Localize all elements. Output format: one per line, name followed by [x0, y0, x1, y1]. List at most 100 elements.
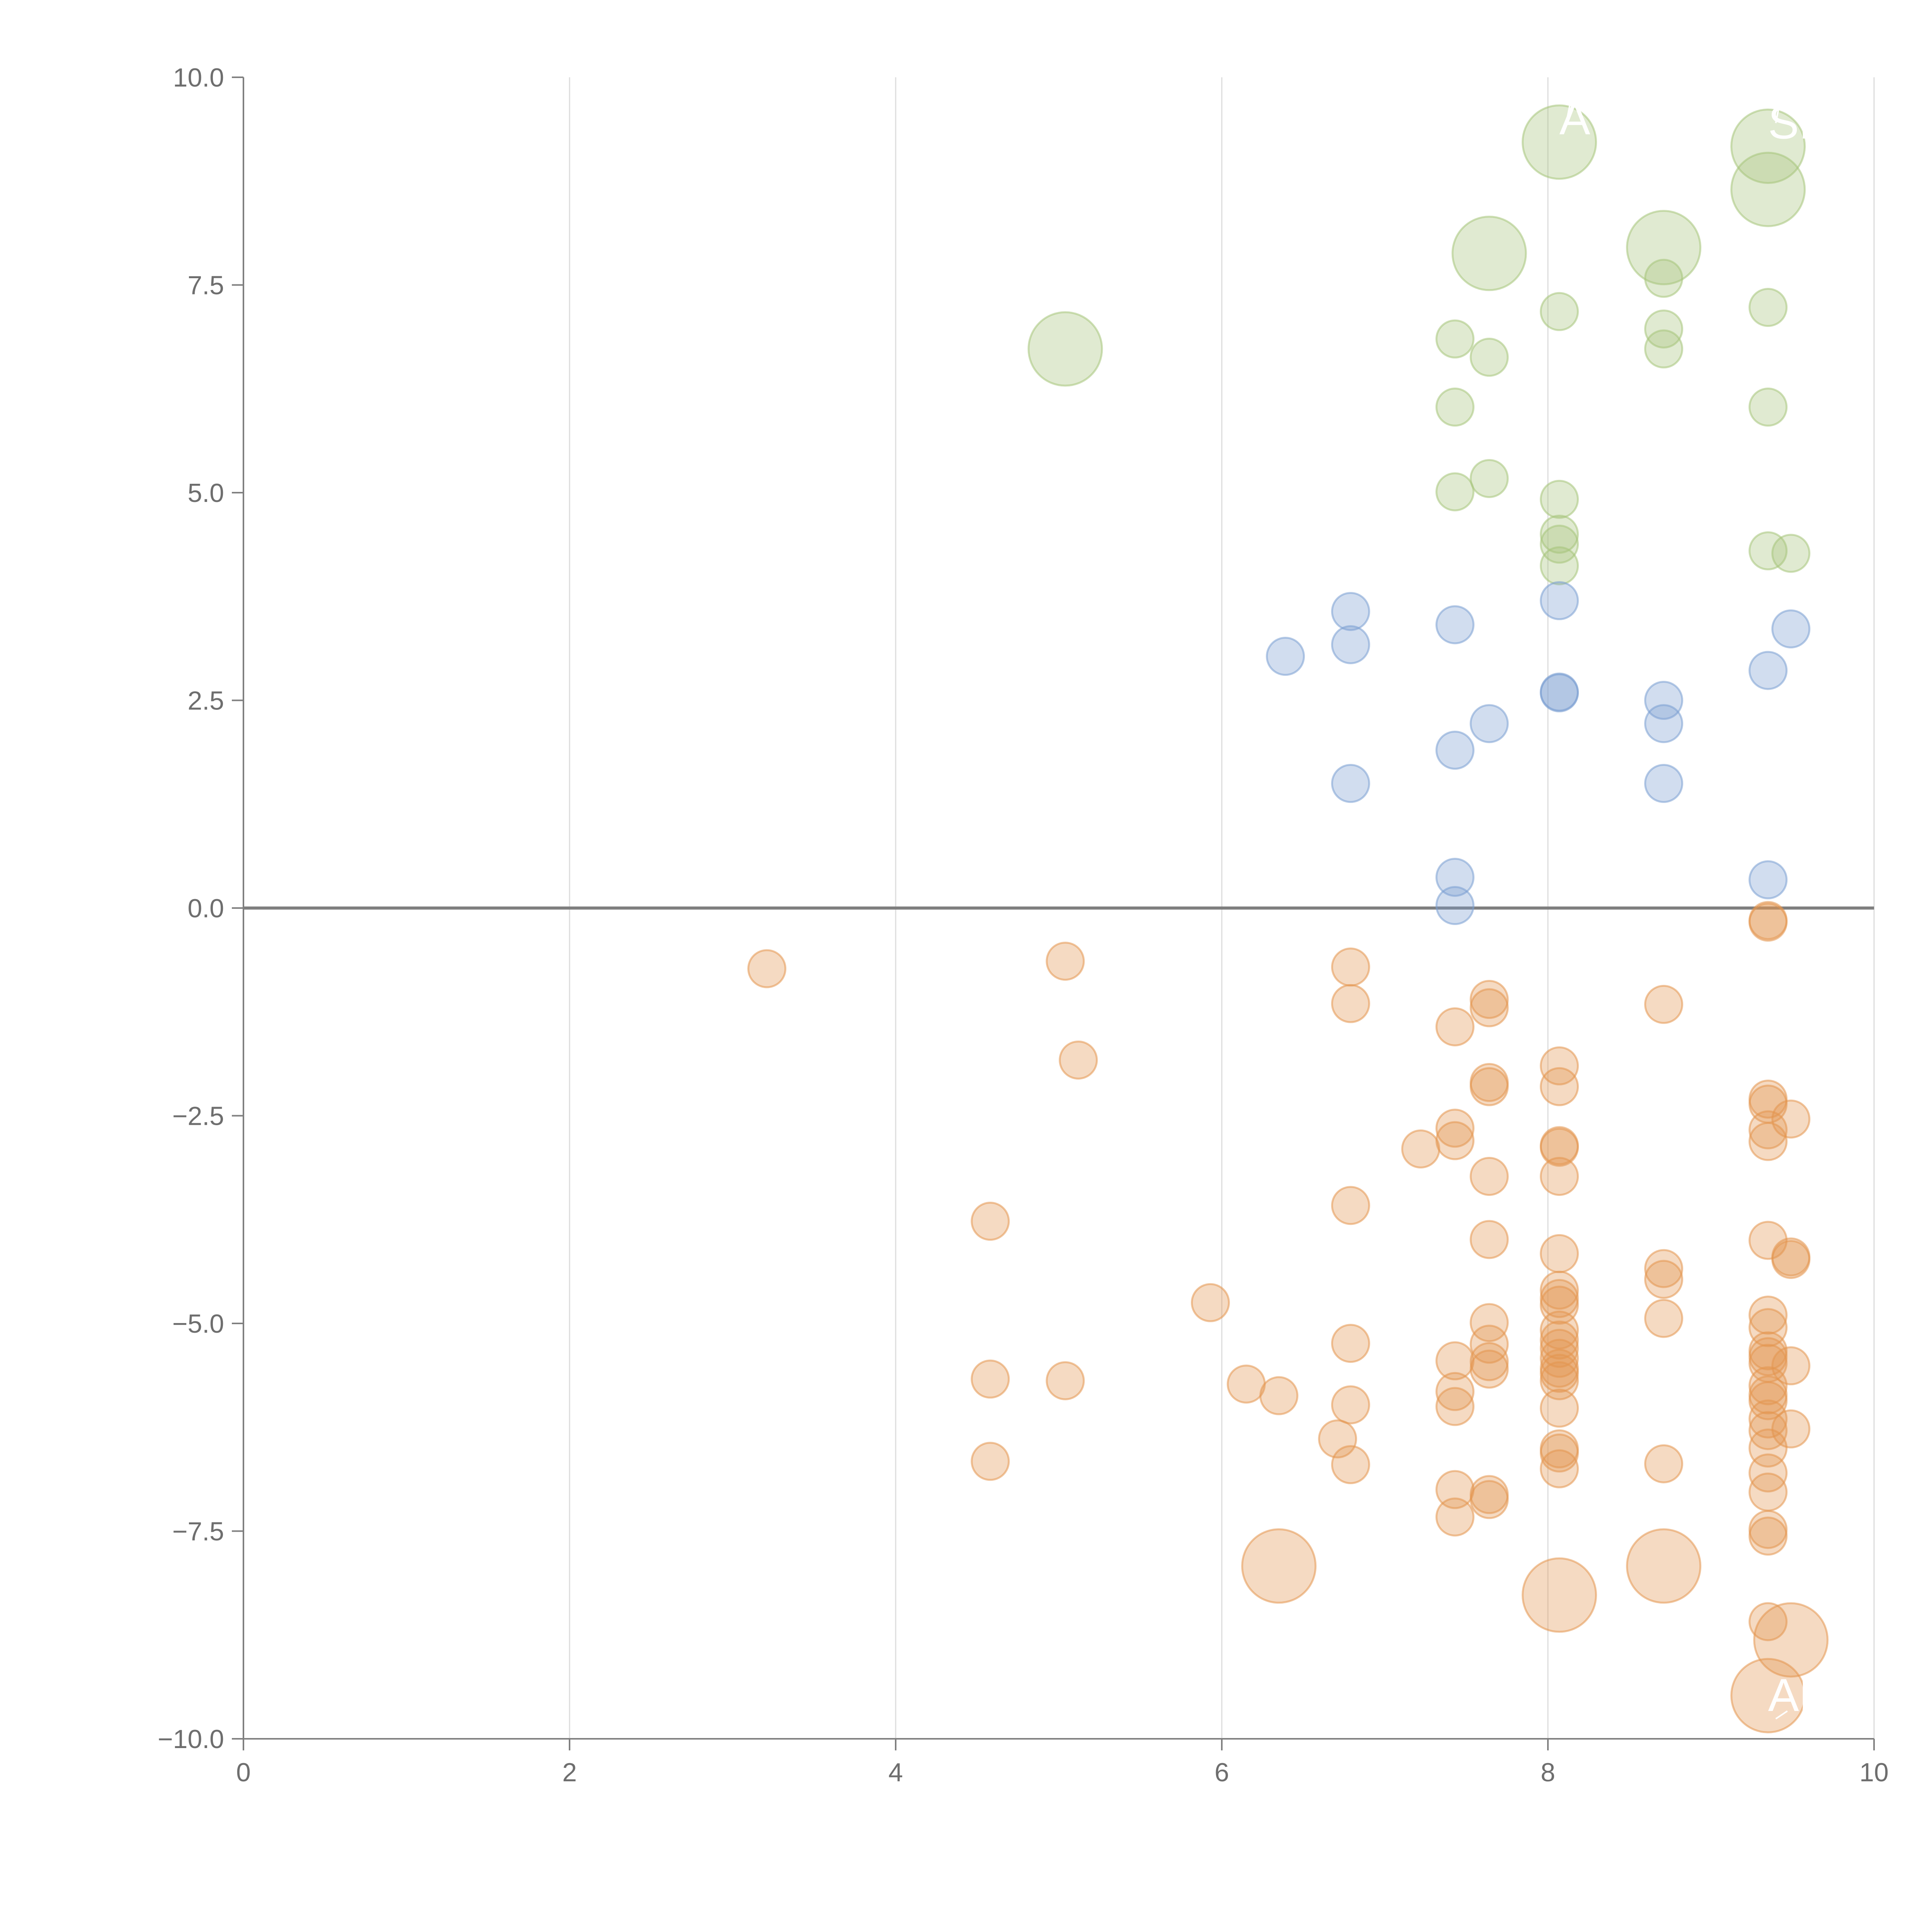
data-point	[1331, 592, 1370, 631]
x-tick-label: 0	[236, 1758, 251, 1787]
data-point	[1318, 1419, 1357, 1459]
data-point	[1644, 985, 1684, 1024]
data-point	[1730, 151, 1806, 227]
data-point	[1771, 1409, 1811, 1449]
data-point	[1626, 1528, 1702, 1604]
data-point	[1540, 1270, 1579, 1310]
data-point	[1644, 764, 1684, 803]
data-point	[1401, 1129, 1440, 1168]
data-point	[1540, 1067, 1579, 1106]
series-low-positive	[1266, 581, 1811, 925]
data-point	[1435, 731, 1475, 770]
data-point	[1540, 1361, 1579, 1400]
y-tick-label: 0.0	[187, 894, 224, 923]
data-point	[1748, 1399, 1788, 1439]
data-point	[1331, 1324, 1370, 1363]
data-point	[1469, 980, 1509, 1019]
data-point	[1540, 480, 1579, 519]
data-point	[1451, 216, 1527, 291]
data-point	[1540, 292, 1579, 331]
data-point	[1259, 1376, 1299, 1415]
data-point	[1540, 524, 1579, 564]
data-point	[1331, 947, 1370, 987]
annotations: A SK APE	[1560, 61, 1861, 1721]
data-point	[1540, 673, 1579, 713]
data-point	[1748, 1472, 1788, 1512]
data-point	[1046, 1361, 1085, 1400]
data-point	[1331, 984, 1370, 1023]
data-point	[1748, 288, 1788, 327]
data-point	[1522, 104, 1597, 180]
y-tick-label: 2.5	[187, 686, 224, 716]
data-point	[1626, 210, 1702, 286]
data-point	[1540, 515, 1579, 554]
data-point	[1748, 1308, 1788, 1347]
data-point	[1748, 903, 1788, 942]
data-point	[1469, 988, 1509, 1027]
data-point	[1435, 605, 1475, 645]
data-point	[971, 1359, 1010, 1399]
data-point	[1771, 1346, 1811, 1386]
data-point	[1748, 1122, 1788, 1161]
data-point	[1435, 1497, 1475, 1537]
annotation-leader	[1775, 65, 1788, 123]
y-tick-label: 10.0	[173, 63, 224, 92]
data-point	[1190, 1283, 1230, 1322]
data-point	[1435, 1121, 1475, 1160]
data-point	[1644, 259, 1684, 298]
data-point	[747, 949, 787, 988]
x-tick-label: 6	[1214, 1758, 1229, 1787]
data-point	[1540, 581, 1579, 620]
x-tick-label: 10	[1859, 1758, 1889, 1787]
data-point	[1266, 637, 1305, 676]
data-point	[1435, 472, 1475, 512]
data-point	[1226, 1364, 1266, 1404]
data-point	[1435, 857, 1475, 897]
annotation-label: A	[1560, 93, 1590, 145]
data-point	[1730, 1658, 1806, 1733]
data-point	[1748, 1411, 1788, 1450]
data-point	[1435, 388, 1475, 427]
data-point	[1027, 311, 1103, 387]
data-point	[1748, 860, 1788, 900]
y-tick-label: −5.0	[172, 1309, 224, 1338]
data-point	[1469, 1067, 1509, 1106]
data-point	[1771, 609, 1811, 649]
annotation-label: APE	[1768, 1669, 1861, 1721]
data-point	[1540, 1234, 1579, 1273]
data-point	[1644, 1444, 1684, 1483]
data-point	[1469, 1156, 1509, 1196]
y-tick-label: 7.5	[187, 271, 224, 300]
annotation-label: SK	[1768, 97, 1830, 148]
data-point	[1046, 942, 1085, 981]
data-point	[1435, 1387, 1475, 1426]
data-point	[1540, 1128, 1579, 1167]
data-point	[1241, 1528, 1317, 1604]
data-point	[1331, 1385, 1370, 1425]
data-point	[1435, 1109, 1475, 1148]
data-point	[1771, 1240, 1811, 1279]
data-point	[1331, 1186, 1370, 1225]
data-point	[1748, 1221, 1788, 1260]
data-point	[1469, 338, 1509, 377]
x-tick-label: 8	[1541, 1758, 1555, 1787]
annotation-leader	[1775, 1710, 1788, 1719]
data-point	[1469, 459, 1509, 498]
data-point	[1469, 1220, 1509, 1259]
data-point	[1540, 1388, 1579, 1428]
data-point	[1748, 1366, 1788, 1405]
data-point	[1644, 704, 1684, 743]
data-point	[971, 1202, 1010, 1241]
x-tick-label: 4	[888, 1758, 903, 1787]
data-points	[747, 104, 1829, 1733]
data-point	[1771, 534, 1811, 573]
series-negative	[747, 901, 1829, 1733]
data-point	[1469, 1349, 1509, 1389]
data-point	[1540, 546, 1579, 585]
series-high-positive	[1027, 104, 1811, 585]
data-point	[1469, 1480, 1509, 1519]
data-point	[1522, 1557, 1597, 1633]
data-point	[1748, 1602, 1788, 1641]
y-tick-label: −10.0	[158, 1725, 224, 1754]
